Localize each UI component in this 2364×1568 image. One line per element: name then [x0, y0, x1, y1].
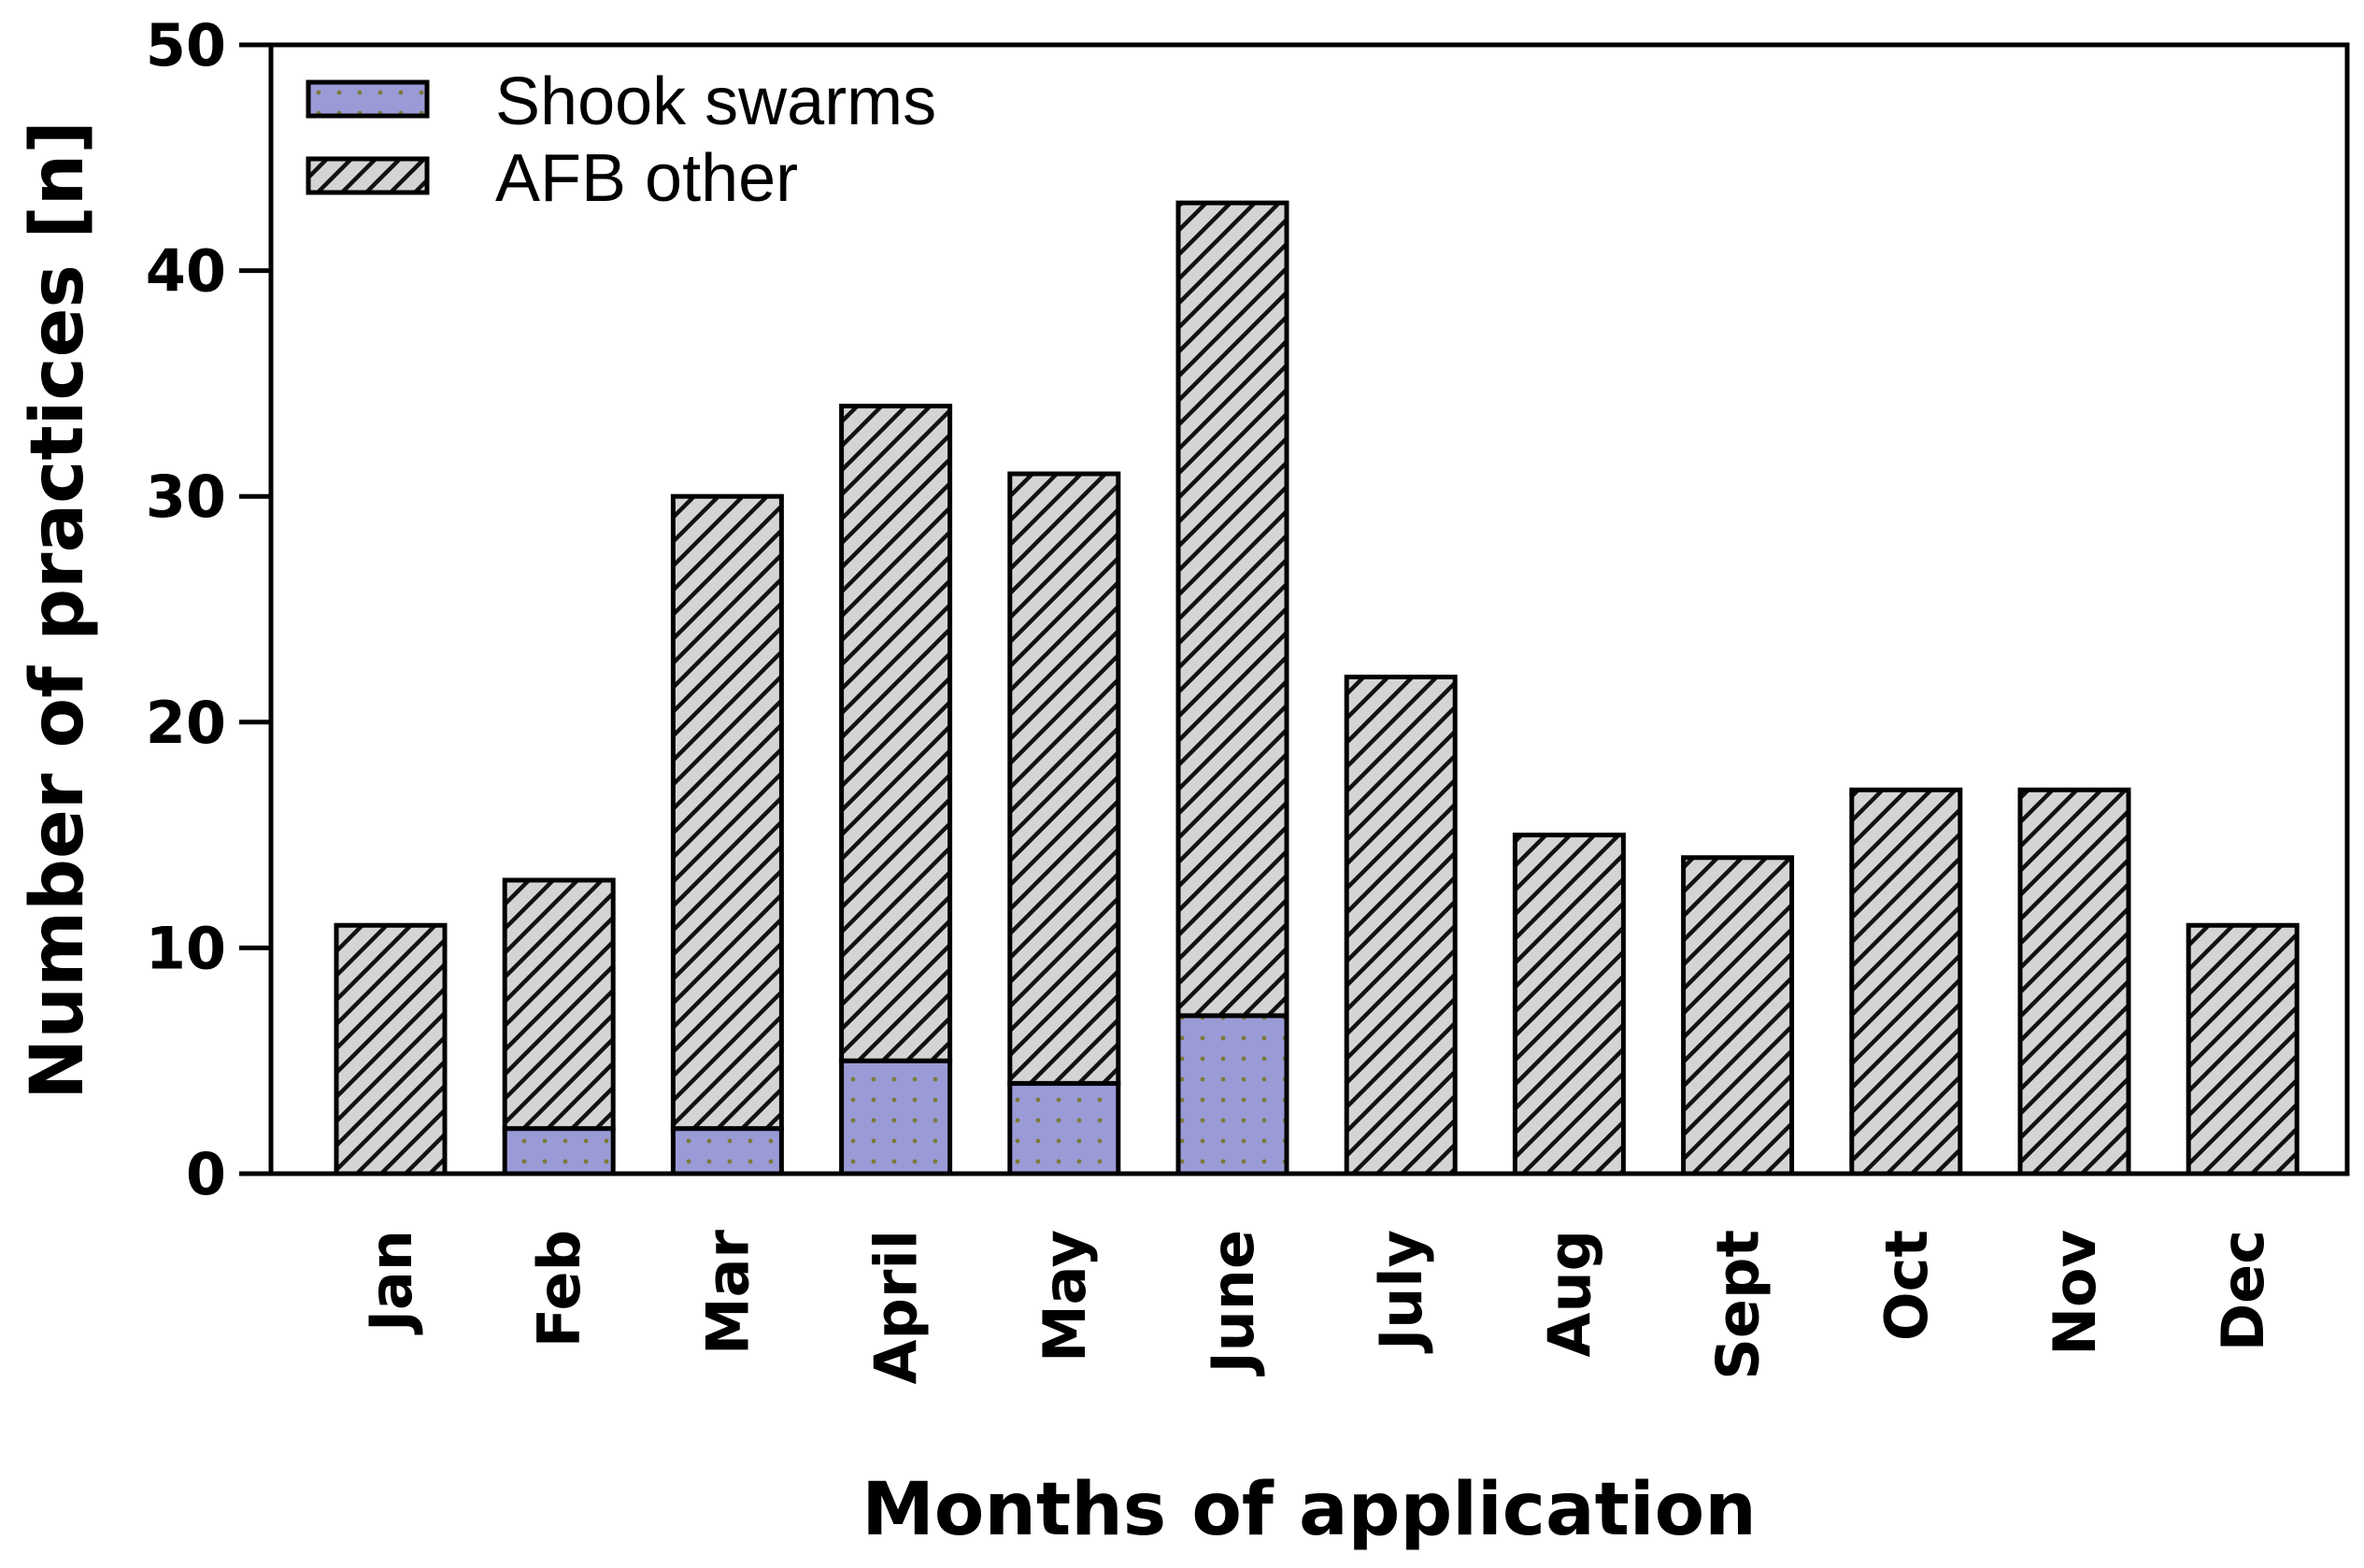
x-tick-label: Oct — [1873, 1230, 1941, 1341]
x-tick-label: April — [862, 1230, 931, 1384]
bar-afb-other — [670, 493, 784, 1132]
x-tick-label: May — [1031, 1230, 1099, 1362]
x-tick-label: June — [1199, 1230, 1267, 1376]
y-tick-label: 50 — [146, 11, 226, 79]
bar-shook-swarms — [839, 1058, 953, 1176]
x-tick-label: July — [1367, 1230, 1435, 1354]
y-tick-label: 30 — [146, 463, 226, 531]
bars — [334, 200, 2300, 1176]
legend: Shook swarms AFB other — [306, 64, 936, 216]
x-tick-label: Jan — [357, 1230, 425, 1335]
bar-afb-other — [2186, 922, 2300, 1176]
x-tick-label: Sept — [1704, 1230, 1773, 1380]
plot-area-frame — [268, 42, 2350, 1176]
x-axis-title: Months of application — [862, 1468, 1757, 1552]
x-tick-label: Aug — [1535, 1230, 1603, 1358]
y-tick-label: 10 — [146, 914, 226, 982]
x-tick-label: Dec — [2209, 1230, 2277, 1351]
bar-afb-other — [334, 922, 448, 1176]
bar-shook-swarms — [1175, 1013, 1289, 1176]
x-tick-label: Nov — [2041, 1230, 2109, 1356]
y-axis-title: Number of practices [n] — [16, 121, 100, 1100]
y-tick-label: 20 — [146, 689, 226, 757]
y-axis: 0 10 20 30 40 50 — [146, 11, 271, 1208]
legend-label-shook-swarms: Shook swarms — [495, 64, 936, 139]
bar-afb-other — [1007, 471, 1121, 1086]
x-tick-label: Mar — [693, 1230, 762, 1356]
x-axis-tick-labels: Jan Feb Mar April May June July Aug Sept Oct Nov De… — [357, 1230, 2277, 1385]
bar-shook-swarms — [1007, 1080, 1121, 1176]
bar-afb-other — [1849, 787, 1963, 1176]
legend-swatch-afb-other — [306, 156, 430, 195]
x-tick-label: Feb — [525, 1230, 593, 1347]
legend-label-afb-other: AFB other — [495, 141, 798, 216]
bar-shook-swarms — [502, 1126, 616, 1176]
bar-afb-other — [1175, 200, 1289, 1019]
y-tick-label: 40 — [146, 237, 226, 306]
y-tick-label: 0 — [186, 1140, 226, 1208]
legend-swatch-shook-swarms — [306, 79, 430, 119]
bar-afb-other — [839, 404, 953, 1063]
bar-afb-other — [1512, 833, 1626, 1176]
bar-afb-other — [2017, 787, 2131, 1176]
bar-shook-swarms — [670, 1126, 784, 1176]
bar-afb-other — [1344, 674, 1458, 1176]
bar-afb-other — [1681, 855, 1795, 1176]
bar-afb-other — [502, 877, 616, 1132]
